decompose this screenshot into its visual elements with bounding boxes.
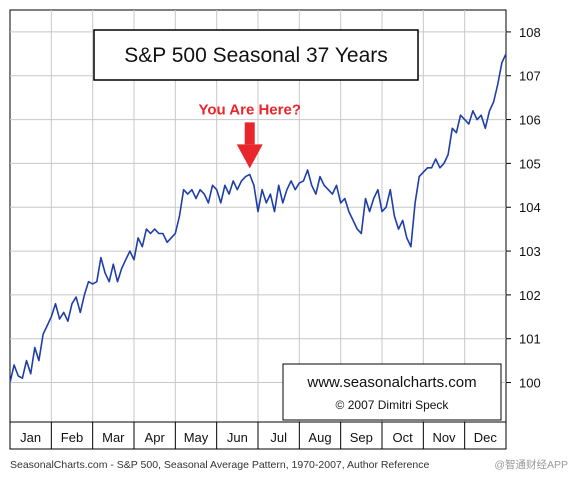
- series-line: [9, 53, 507, 383]
- title-box: S&P 500 Seasonal 37 Years: [93, 29, 419, 81]
- y-tick-label: 105: [519, 156, 541, 171]
- x-tick-label: Apr: [145, 430, 166, 445]
- arrow-head: [236, 144, 263, 169]
- y-tick-label: 108: [519, 25, 541, 40]
- x-axis: Jan Feb Mar Apr May Jun Jul Aug Sep Oct Nov Dec: [9, 421, 507, 450]
- annotation-text: You Are Here?: [198, 101, 301, 118]
- series-layer: [9, 53, 507, 383]
- x-tick-label: Jul: [270, 430, 287, 445]
- title-frame: [93, 29, 419, 81]
- y-tick-label: 102: [519, 288, 541, 303]
- x-tick-label: Jan: [20, 430, 41, 445]
- watermark-url: www.seasonalcharts.com: [306, 374, 476, 391]
- y-tick-label: 101: [519, 332, 541, 347]
- annotation-layer: You Are Here?: [198, 101, 301, 169]
- watermark-frame: [282, 363, 502, 421]
- x-tick-label: Oct: [393, 430, 414, 445]
- watermark-box: www.seasonalcharts.com © 2007 Dimitri Sp…: [282, 363, 502, 421]
- y-tick-label: 107: [519, 69, 541, 84]
- y-axis: 100 101 102 103 104 105 106 107 108: [506, 25, 541, 391]
- chart-caption: SeasonalCharts.com - S&P 500, Seasonal A…: [10, 459, 429, 471]
- watermark-credit: © 2007 Dimitri Speck: [336, 398, 450, 412]
- y-tick-label: 104: [519, 200, 541, 215]
- y-tick-label: 106: [519, 113, 541, 128]
- x-tick-label: Jun: [227, 430, 248, 445]
- x-tick-label: Nov: [432, 430, 456, 445]
- x-tick-label: Aug: [308, 430, 331, 445]
- arrow-shaft: [244, 122, 255, 145]
- chart-title: S&P 500 Seasonal 37 Years: [124, 44, 388, 67]
- corner-watermark: @智通财经APP: [494, 458, 568, 471]
- x-tick-label: Sep: [350, 430, 373, 445]
- y-tick-label: 100: [519, 376, 541, 391]
- y-tick-label: 103: [519, 244, 541, 259]
- down-arrow-icon: [236, 122, 263, 169]
- x-tick-label: Mar: [102, 430, 125, 445]
- x-tick-label: Feb: [61, 430, 83, 445]
- x-tick-label: Dec: [474, 430, 498, 445]
- x-tick-label: May: [184, 430, 209, 445]
